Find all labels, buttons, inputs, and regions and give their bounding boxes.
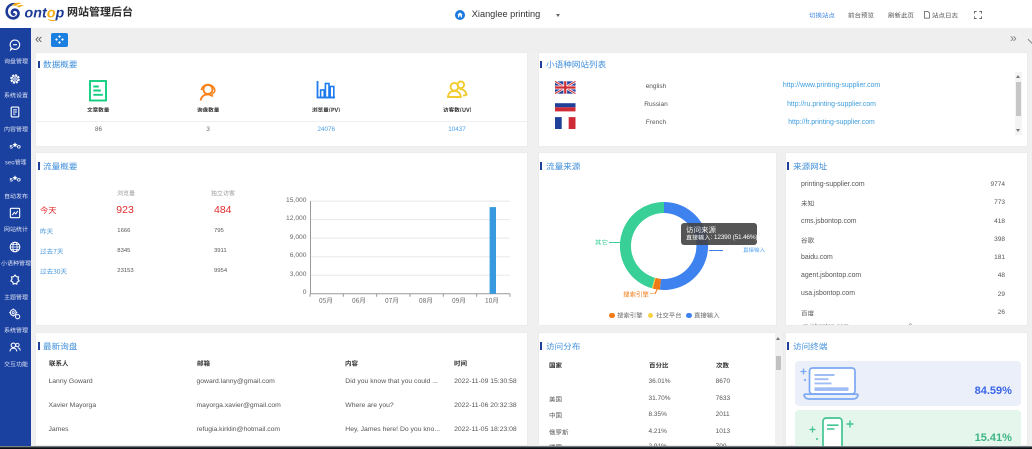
svg-text:o: o [16,143,20,150]
svg-text:s: s [9,143,13,150]
svg-text:s: s [9,177,13,184]
svg-text:o: o [16,177,20,184]
